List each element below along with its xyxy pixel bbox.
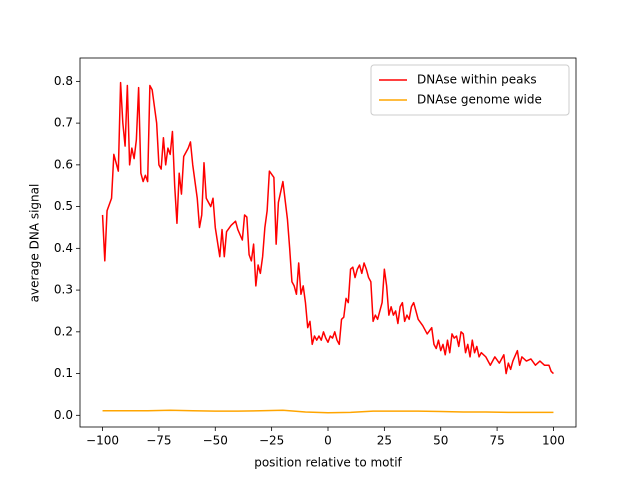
y-tick-label: 0.1 <box>54 366 73 380</box>
y-tick-label: 0.0 <box>54 408 73 422</box>
x-tick-label: −100 <box>86 434 119 448</box>
x-tick-label: 0 <box>324 434 332 448</box>
x-tick-label: −25 <box>259 434 284 448</box>
x-tick-label: 75 <box>489 434 504 448</box>
line <box>102 409 554 414</box>
x-tick-label: 25 <box>377 434 392 448</box>
y-tick-label: 0.5 <box>54 199 73 213</box>
x-tick-label: 100 <box>542 434 565 448</box>
y-tick-label: 0.4 <box>54 241 73 255</box>
x-tick-label: −75 <box>146 434 171 448</box>
y-tick-label: 0.3 <box>54 283 73 297</box>
y-tick-label: 0.6 <box>54 157 73 171</box>
y-tick-label: 0.7 <box>54 116 73 130</box>
legend-box <box>370 64 570 116</box>
y-tick-label: 0.8 <box>54 74 73 88</box>
legend-label: DNAse genome wide <box>417 93 542 107</box>
x-axis-label: position relative to motif <box>254 456 402 470</box>
x-tick-label: 50 <box>433 434 448 448</box>
y-axis-label: average DNA signal <box>28 184 42 303</box>
x-tick-label: −50 <box>203 434 228 448</box>
axes-frame <box>79 57 577 428</box>
line <box>101 81 554 375</box>
legend-label: DNAse within peaks <box>417 73 537 87</box>
y-tick-label: 0.2 <box>54 324 73 338</box>
